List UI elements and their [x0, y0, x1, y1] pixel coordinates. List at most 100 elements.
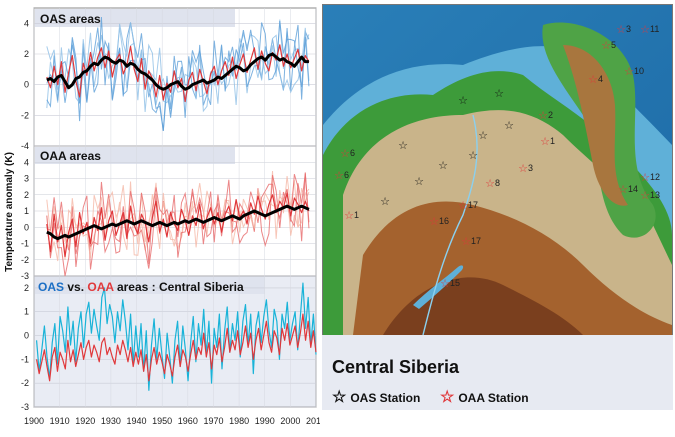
x-tick-label: 1990 [255, 416, 275, 426]
oaa-station-star: ☆ [344, 210, 354, 222]
oaa-station-star: ☆ [618, 184, 628, 196]
y-tick-label: 4 [24, 157, 29, 167]
y-tick-label: 2 [24, 283, 29, 293]
x-tick-label: 1900 [24, 416, 44, 426]
lake-baikal [413, 265, 464, 309]
oas-station-star: ☆ [458, 95, 468, 107]
title-oaa: OAA [87, 280, 114, 294]
station-number-label: 6 [344, 170, 350, 180]
y-tick-label: -2 [21, 378, 29, 388]
y-tick-label: 0 [24, 222, 29, 232]
y-tick-label: -3 [21, 271, 29, 281]
station-number-label: 5 [611, 40, 617, 50]
central-siberia-map: ☆ ☆ ☆ ☆ ☆ ☆ ☆ ☆ ☆ ☆ ☆ ☆ ☆ ☆ ☆ ☆ ☆ ☆ ☆ ☆ ☆ ☆ ☆ ☆ ☆ ☆ ☆ ☆ 5 3 11 10 4 2 6 1 8… [322, 4, 673, 336]
oaa-station-star: ☆ [334, 170, 344, 182]
panel-oas-header [35, 9, 235, 27]
background-series-line [46, 23, 310, 113]
series-line-oas [35, 282, 317, 391]
y-tick-label: 1 [24, 206, 29, 216]
station-number-label: 1 [550, 136, 556, 146]
x-tick-label: 1970 [203, 416, 223, 426]
title-oas: OAS [38, 280, 64, 294]
series-line-red [46, 44, 310, 103]
legend-oas: ☆ OAS Station [332, 387, 420, 407]
title-vs: vs. [64, 280, 87, 294]
x-tick-label: 2000 [280, 416, 300, 426]
series-line-mean [46, 204, 310, 241]
y-tick-label: 2 [24, 49, 29, 59]
oas-station-star: ☆ [398, 140, 408, 152]
y-tick-label: -1 [21, 239, 29, 249]
x-tick-label: 1940 [127, 416, 147, 426]
red-star-icon: ☆ [440, 389, 455, 406]
terrain-map: ☆☆ ☆☆☆☆☆☆☆☆☆☆ ☆☆☆☆☆☆☆☆☆☆☆☆☆☆☆☆ [323, 5, 672, 335]
x-tick-label: 1910 [50, 416, 70, 426]
oas-station-star: ☆ [380, 196, 390, 208]
oas-station-star: ☆ [438, 160, 448, 172]
oas-station-star: ☆ [504, 120, 514, 132]
background-series-line [46, 172, 310, 270]
y-axis-label: Temperature anomaly (K) [4, 152, 15, 272]
station-number-label: 17 [471, 236, 482, 246]
oas-station-star: ☆ [494, 88, 504, 100]
y-tick-label: 3 [24, 174, 29, 184]
station-number-label: 14 [628, 184, 639, 194]
oaa-station-star: ☆ [458, 200, 468, 212]
station-number-label: 10 [634, 66, 645, 76]
legend-oaa: ☆ OAA Station [440, 387, 529, 407]
station-number-label: 2 [548, 110, 554, 120]
y-tick-label: -2 [21, 110, 29, 120]
station-number-label: 13 [650, 190, 661, 200]
station-number-label: 8 [495, 178, 501, 188]
station-number-label: 6 [350, 148, 356, 158]
oas-station-star: ☆ [468, 150, 478, 162]
east-highlands [563, 45, 628, 206]
station-number-label: 3 [626, 24, 632, 34]
x-tick-label: 2010 [306, 416, 320, 426]
legend-oas-label: OAS Station [350, 391, 421, 405]
panel-oas-title: OAS areas [40, 12, 101, 26]
background-series-line [46, 182, 310, 262]
y-tick-label: -1 [21, 354, 29, 364]
y-tick-label: 0 [24, 331, 29, 341]
panel-central-header [35, 277, 265, 294]
station-number-label: 11 [650, 24, 660, 34]
oaa-station-star: ☆ [588, 74, 598, 86]
y-tick-label: -3 [21, 402, 29, 412]
station-number-label: 1 [354, 210, 360, 220]
background-series-line [46, 173, 310, 277]
panel-oaa-header [35, 147, 235, 164]
series-line-red [46, 192, 310, 258]
background-series-line [46, 19, 310, 114]
temperature-anomaly-charts: -4 -2 0 2 4 -3 -2 -1 0 1 2 3 4 -3 -2 -1 0 1 2 1900 1910 1920 1… [4, 7, 320, 426]
y-tick-label: -4 [21, 141, 29, 151]
y-tick-label: 0 [24, 80, 29, 90]
x-tick-label: 1980 [229, 416, 249, 426]
oaa-station-star: ☆ [538, 110, 548, 122]
title-rest: areas : Central Siberia [114, 280, 244, 294]
station-number-label: 3 [528, 163, 534, 173]
oas-station-star: ☆ [478, 130, 488, 142]
x-tick-label: 1960 [178, 416, 198, 426]
oaa-station-star: ☆ [640, 24, 650, 36]
station-number-label: 12 [650, 172, 661, 182]
legend-oaa-label: OAA Station [458, 391, 529, 405]
panel-oaa-title: OAA areas [40, 149, 101, 163]
oas-station-star: ☆ [414, 176, 424, 188]
oaa-station-star: ☆ [518, 163, 528, 175]
y-tick-label: 4 [24, 18, 29, 28]
panel-central-title: OAS vs. OAA areas : Central Siberia [38, 280, 244, 294]
legend-box: Central Siberia ☆ OAS Station ☆ OAA Statio… [322, 335, 673, 410]
oaa-station-star: ☆ [461, 236, 471, 248]
station-number-label: 17 [468, 200, 479, 210]
background-series-line [46, 20, 310, 131]
series-line-mean [46, 52, 309, 91]
oaa-station-star: ☆ [440, 278, 450, 290]
y-tick-label: 2 [24, 190, 29, 200]
oaa-station-star: ☆ [485, 178, 495, 190]
black-star-icon: ☆ [332, 389, 347, 406]
legend-title: Central Siberia [332, 357, 460, 377]
oaa-station-star: ☆ [540, 136, 550, 148]
station-number-label: 4 [598, 74, 604, 84]
series-line-oaa [35, 313, 317, 382]
